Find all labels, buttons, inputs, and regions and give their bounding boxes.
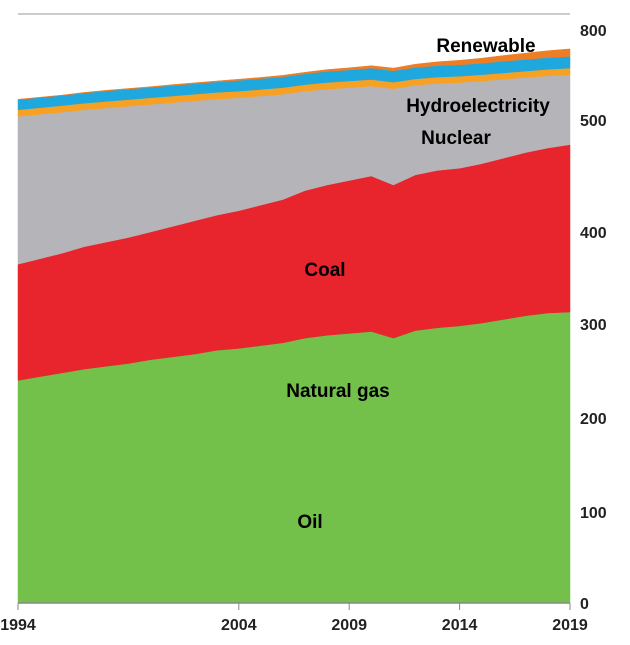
x-axis-ticks: 1994 2004 2009 2014 2019 [0,603,588,634]
area-series [17,48,571,604]
series-label-natural-gas: Natural gas [286,381,389,402]
series-label-renewable: Renewable [436,36,535,57]
x-tick-label: 2019 [552,617,588,634]
series-label-coal: Coal [304,260,345,281]
area-renewable [17,48,571,100]
series-label-hydroelectricity: Hydroelectricity [406,96,550,117]
x-tick-label: 2009 [331,617,367,634]
y-tick-label: 800 [580,23,607,40]
series-label-oil: Oil [297,512,322,533]
y-tick-label: 0 [580,596,589,613]
y-tick-label: 200 [580,411,607,428]
x-tick-label: 2004 [221,617,257,634]
x-tick-label: 2014 [442,617,478,634]
y-tick-label: 100 [580,505,607,522]
y-tick-label: 400 [580,225,607,242]
y-tick-label: 500 [580,113,607,130]
y-axis-ticks: 0 100 200 300 400 500 800 [580,23,607,613]
y-tick-label: 300 [580,317,607,334]
x-tick-label: 1994 [0,617,36,634]
series-label-nuclear: Nuclear [421,128,491,149]
series-labels: Oil Natural gas Coal Nuclear Hydroelectricit… [286,36,550,533]
